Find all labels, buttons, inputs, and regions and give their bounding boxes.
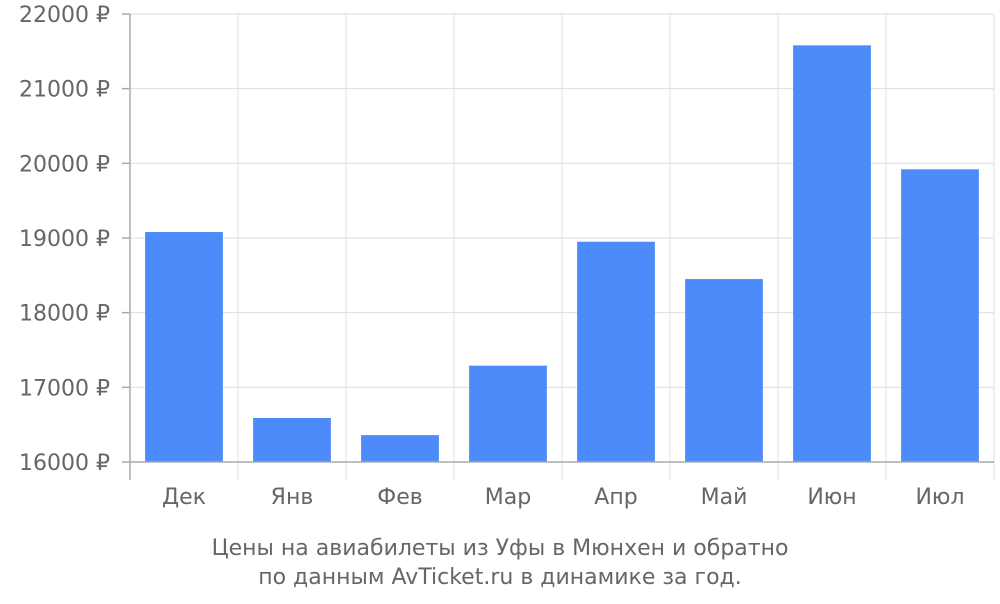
x-tick-label: Мар <box>485 485 531 510</box>
bar-4 <box>469 365 547 462</box>
bars <box>145 45 979 463</box>
bar-6 <box>685 279 763 462</box>
bar-1 <box>145 232 223 462</box>
bar-8 <box>901 169 979 462</box>
bar-7 <box>793 45 871 463</box>
y-tick-label: 21000 ₽ <box>19 78 110 103</box>
chart-caption: Цены на авиабилеты из Уфы в Мюнхен и обр… <box>212 536 789 590</box>
y-tick-label: 19000 ₽ <box>19 227 110 252</box>
x-tick-label: Янв <box>271 485 314 510</box>
x-tick-label: Июн <box>807 485 856 510</box>
y-tick-label: 22000 ₽ <box>19 3 110 28</box>
y-tick-label: 17000 ₽ <box>19 376 110 401</box>
caption-line-1: Цены на авиабилеты из Уфы в Мюнхен и обр… <box>212 536 789 561</box>
caption-line-2: по данным AvTicket.ru в динамике за год. <box>258 565 742 590</box>
y-tick-label: 18000 ₽ <box>19 302 110 327</box>
grid <box>130 13 995 463</box>
axes <box>122 13 995 480</box>
y-tick-label: 20000 ₽ <box>19 152 110 177</box>
x-tick-label: Фев <box>377 485 422 510</box>
x-tick-label: Июл <box>915 485 964 510</box>
x-tick-label: Дек <box>162 485 206 510</box>
x-tick-label: Апр <box>594 485 637 510</box>
bar-5 <box>577 241 655 462</box>
y-tick-label: 16000 ₽ <box>19 451 110 476</box>
bar-2 <box>253 417 331 462</box>
x-tick-label: Май <box>701 485 748 510</box>
bar-3 <box>361 435 439 462</box>
tick-labels: 16000 ₽ 17000 ₽ 18000 ₽ 19000 ₽ 20000 ₽ 21000… <box>19 3 965 510</box>
